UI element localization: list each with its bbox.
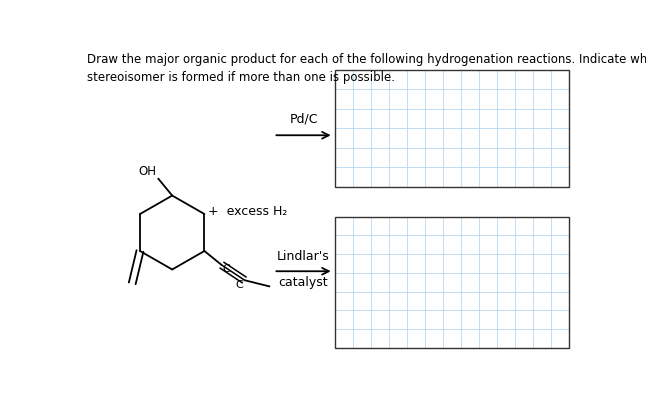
Text: Pd/C: Pd/C (289, 112, 318, 125)
Text: OH: OH (139, 164, 157, 177)
Text: catalyst: catalyst (278, 276, 328, 289)
Bar (335, 217, 569, 348)
Bar (335, 70, 569, 188)
Text: Draw the major organic product for each of the following hydrogenation reactions: Draw the major organic product for each … (87, 53, 646, 84)
Text: Lindlar's: Lindlar's (277, 249, 330, 262)
Text: +  excess H₂: + excess H₂ (209, 204, 287, 217)
Text: C: C (235, 279, 243, 289)
Text: C: C (222, 264, 230, 274)
